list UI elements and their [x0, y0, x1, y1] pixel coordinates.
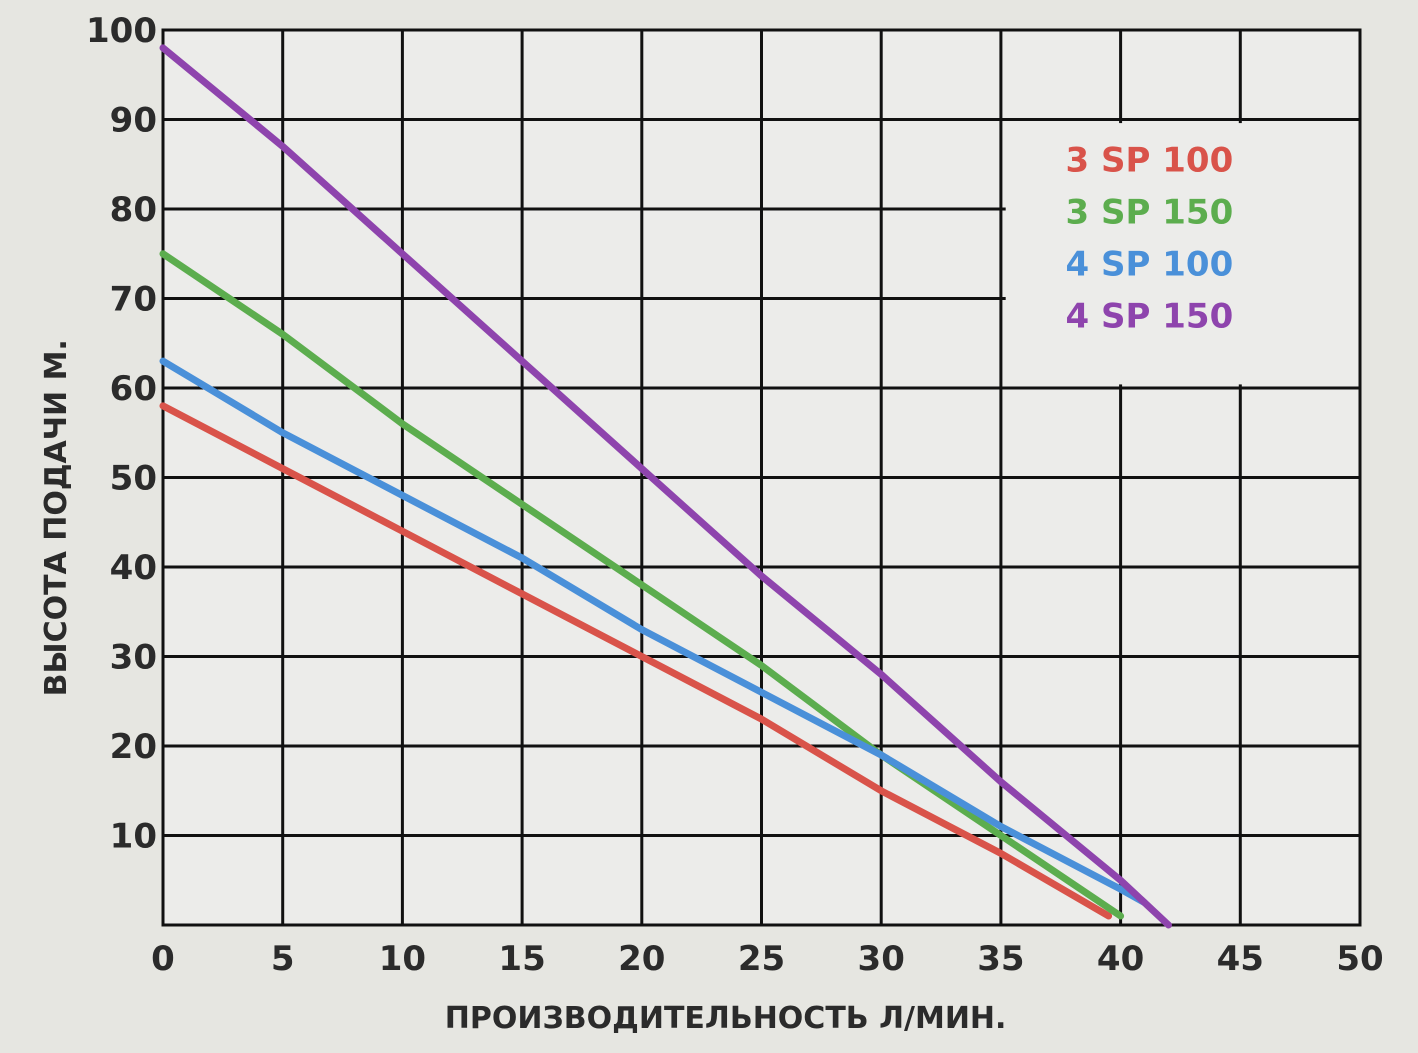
y-tick-10: 10 [110, 817, 157, 857]
legend-entry-2: 3 SP 150 [1066, 192, 1234, 232]
x-tick-50: 50 [1336, 939, 1383, 979]
y-axis-title: ВЫСОТА ПОДАЧИ М. [39, 339, 74, 696]
y-tick-labels: 10 20 30 40 50 60 70 80 90 100 [86, 11, 157, 857]
y-tick-50: 50 [110, 459, 157, 499]
y-tick-40: 40 [110, 548, 157, 588]
series-line-3 [159, 357, 1148, 907]
x-tick-35: 35 [977, 939, 1024, 979]
legend-box [1005, 123, 1359, 385]
legend-entry-1: 3 SP 100 [1066, 140, 1234, 180]
x-tick-25: 25 [738, 939, 785, 979]
series-line-4 [159, 44, 1172, 929]
y-tick-80: 80 [110, 190, 157, 230]
series-line-1 [159, 402, 1113, 920]
x-tick-labels: 0 5 10 15 20 25 30 35 40 45 50 [151, 939, 1384, 979]
x-tick-30: 30 [858, 939, 905, 979]
legend: 3 SP 100 3 SP 150 4 SP 100 4 SP 150 [1066, 140, 1234, 336]
legend-entry-3: 4 SP 100 [1066, 244, 1234, 284]
x-tick-20: 20 [618, 939, 665, 979]
x-axis-title: ПРОИЗВОДИТЕЛЬНОСТЬ Л/МИН. [445, 1001, 1007, 1036]
x-tick-0: 0 [151, 939, 175, 979]
y-tick-60: 60 [110, 369, 157, 409]
series-lines [159, 44, 1172, 929]
y-tick-100: 100 [86, 11, 157, 51]
x-tick-10: 10 [379, 939, 426, 979]
x-tick-45: 45 [1217, 939, 1264, 979]
x-tick-15: 15 [498, 939, 545, 979]
legend-entry-4: 4 SP 150 [1066, 296, 1234, 336]
x-tick-5: 5 [271, 939, 295, 979]
series-line-2 [159, 250, 1125, 920]
y-tick-90: 90 [110, 101, 157, 141]
y-tick-70: 70 [110, 280, 157, 320]
x-tick-40: 40 [1097, 939, 1144, 979]
y-tick-20: 20 [110, 727, 157, 767]
y-tick-30: 30 [110, 638, 157, 678]
